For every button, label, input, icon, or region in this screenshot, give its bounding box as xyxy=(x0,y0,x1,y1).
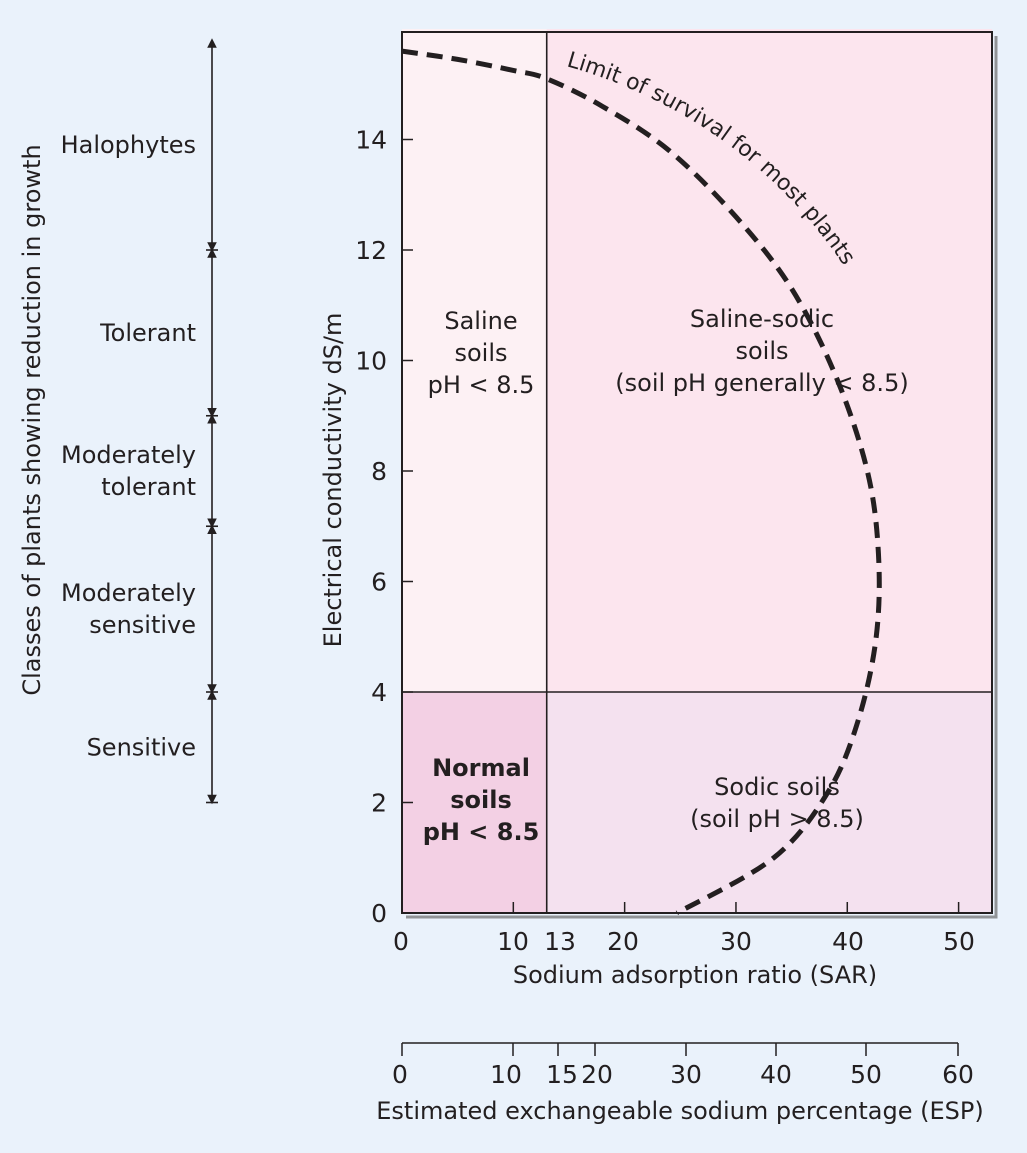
esp-tick-label: 15 xyxy=(546,1060,578,1089)
y-tick-label: 12 xyxy=(355,236,387,265)
esp-axis-title: Estimated exchangeable sodium percentage… xyxy=(376,1097,984,1125)
x-tick-label: 13 xyxy=(544,927,576,956)
esp-tick-label: 0 xyxy=(392,1060,408,1089)
plant-class-label-line: sensitive xyxy=(89,611,196,639)
region-sodic xyxy=(546,692,992,913)
plant-class-label-line: Moderately xyxy=(61,579,196,607)
region-label-line: Saline xyxy=(444,307,517,335)
y-tick-label: 8 xyxy=(371,457,387,486)
esp-axis-group: 0 10 15 20 30 40 50 60 Estimated exchangeable so… xyxy=(376,1042,984,1125)
x-axis-title: Sodium adsorption ratio (SAR) xyxy=(513,961,877,989)
x-tick-label: 40 xyxy=(832,927,864,956)
region-label-saline: Saline soils pH < 8.5 xyxy=(428,307,535,399)
region-label-saline-sodic: Saline-sodic soils (soil pH generally < 8.… xyxy=(615,305,908,397)
plant-class-label: Tolerant xyxy=(99,319,196,347)
x-axis-group: 0 10 13 20 30 40 50 Sodium adsorption ratio (SA… xyxy=(393,902,975,989)
region-label-normal: Normal soils pH < 8.5 xyxy=(423,754,540,846)
region-label-line: (soil pH generally < 8.5) xyxy=(615,369,908,397)
region-label-line: soils xyxy=(450,786,512,814)
plant-class-label: Sensitive xyxy=(87,733,196,761)
region-label-line: Sodic soils xyxy=(714,773,840,801)
y-axis-group: 0 2 4 6 8 10 12 14 Electrical conductivity dS/m xyxy=(319,126,413,928)
y-tick-label: 4 xyxy=(371,678,387,707)
y-tick-label: 6 xyxy=(371,568,387,597)
region-label-line: soils xyxy=(735,337,788,365)
region-saline-sodic xyxy=(546,29,992,692)
y-axis-title: Electrical conductivity dS/m xyxy=(319,313,347,648)
plant-class-label: Halophytes xyxy=(61,131,196,159)
region-labels-group: Saline soils pH < 8.5 Saline-sodic soils (soi… xyxy=(423,305,909,846)
frame-shadow xyxy=(406,36,998,919)
region-label-line: pH < 8.5 xyxy=(423,818,540,846)
region-label-line: Saline-sodic xyxy=(690,305,834,333)
plot-frame xyxy=(401,31,993,914)
y-tick-label: 14 xyxy=(355,126,387,155)
y-tick-label: 0 xyxy=(371,899,387,928)
plant-class-label-line: Halophytes xyxy=(61,131,196,159)
plot-frame-group xyxy=(401,31,998,919)
esp-tick-label: 20 xyxy=(581,1060,613,1089)
esp-tick-label: 10 xyxy=(490,1060,522,1089)
survival-curve-line xyxy=(401,48,882,916)
plant-class-label-line: Moderately xyxy=(61,441,196,469)
plant-class-label-line: Sensitive xyxy=(87,733,196,761)
plant-class-label-line: Tolerant xyxy=(99,319,196,347)
x-tick-label: 50 xyxy=(943,927,975,956)
plant-classes-title: Classes of plants showing reduction in g… xyxy=(18,144,46,695)
esp-tick-label: 40 xyxy=(760,1060,792,1089)
regions-group xyxy=(402,29,992,913)
x-tick-label: 0 xyxy=(393,927,409,956)
esp-tick-label: 60 xyxy=(942,1060,974,1089)
region-label-line: soils xyxy=(454,339,507,367)
plant-class-label: Moderately sensitive xyxy=(61,579,196,639)
y-tick-label: 10 xyxy=(355,347,387,376)
esp-tick-label: 30 xyxy=(670,1060,702,1089)
plant-class-label-line: tolerant xyxy=(101,473,196,501)
region-label-line: (soil pH > 8.5) xyxy=(690,805,864,833)
region-normal xyxy=(402,692,547,913)
x-tick-label: 30 xyxy=(720,927,752,956)
x-tick-label: 20 xyxy=(607,927,639,956)
x-tick-label: 10 xyxy=(497,927,529,956)
y-tick-label: 2 xyxy=(371,789,387,818)
region-label-line: pH < 8.5 xyxy=(428,371,535,399)
region-label-sodic: Sodic soils (soil pH > 8.5) xyxy=(690,773,864,833)
region-label-line: Normal xyxy=(432,754,530,782)
plant-class-label: Moderately tolerant xyxy=(61,441,196,501)
esp-tick-label: 50 xyxy=(850,1060,882,1089)
region-saline xyxy=(402,29,547,692)
